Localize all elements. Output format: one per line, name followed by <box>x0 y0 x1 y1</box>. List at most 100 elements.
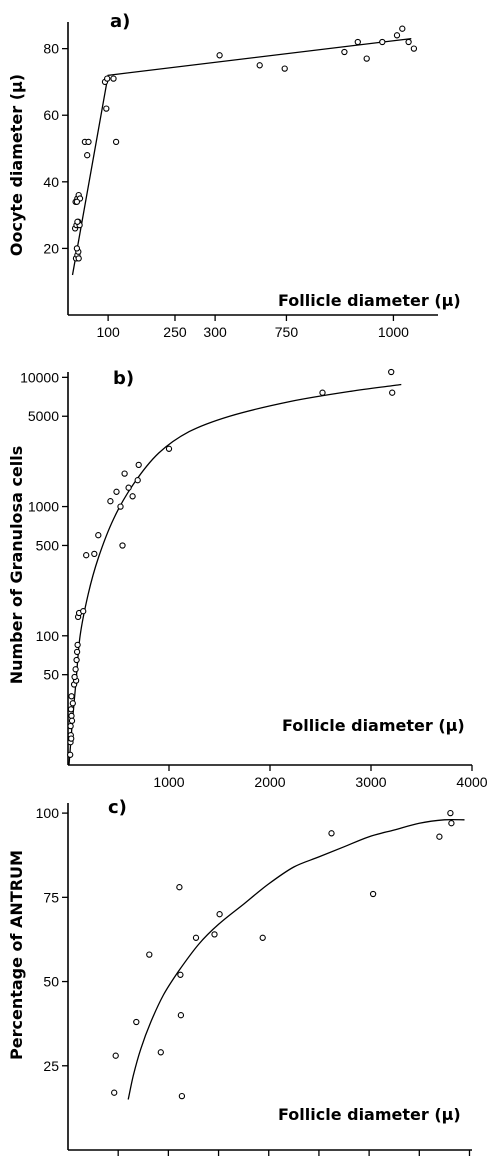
data-point <box>177 1012 185 1019</box>
data-point <box>91 550 98 558</box>
panel-a-x-axis-title: Follicle diameter (μ) <box>278 291 461 310</box>
data-point <box>73 245 81 252</box>
data-point <box>135 461 142 469</box>
data-point <box>117 503 124 510</box>
y-tick-label: 60 <box>43 107 59 123</box>
data-point <box>259 934 266 941</box>
data-point <box>447 809 454 817</box>
data-point <box>121 470 128 477</box>
x-tick-label: 4000 <box>456 774 487 790</box>
data-point <box>216 52 223 59</box>
data-point <box>354 38 361 46</box>
data-point <box>192 934 200 941</box>
data-point <box>119 542 126 549</box>
data-point <box>405 38 412 46</box>
x-tick-label: 750 <box>275 324 299 340</box>
panel-c: c) Percentage of ANTRUM Follicle diamete… <box>7 797 472 1156</box>
y-tick-label: 10000 <box>20 369 59 385</box>
data-point <box>281 65 288 72</box>
y-tick-label: 5000 <box>28 408 59 424</box>
data-point <box>112 138 120 146</box>
data-point <box>110 75 117 82</box>
panel-a-plot: 20 40 60 80 100 250 300 750 1000 <box>43 22 438 340</box>
data-point <box>176 884 183 891</box>
x-tick-label: 250 <box>163 324 187 340</box>
data-point <box>83 552 90 559</box>
x-tick-label: 1000 <box>153 774 184 790</box>
data-point <box>74 641 81 649</box>
fit-curve <box>127 818 465 1100</box>
x-tick-label: 3000 <box>355 774 386 790</box>
data-point <box>216 911 223 918</box>
panel-b-x-axis-title: Follicle diameter (μ) <box>282 716 465 735</box>
data-point <box>389 389 396 396</box>
panel-c-plot: 25507510026241264710141391249639156141 <box>36 803 472 1156</box>
data-point <box>134 477 141 484</box>
data-point <box>80 608 87 615</box>
panel-b-y-axis-title: Number of Granulosa cells <box>7 446 26 685</box>
x-tick-label: 300 <box>203 324 227 340</box>
y-tick-label: 1000 <box>28 499 59 515</box>
y-tick-label: 50 <box>43 667 59 683</box>
fit-curve <box>68 383 402 766</box>
data-point <box>104 75 111 82</box>
data-point <box>393 32 401 39</box>
x-tick-label: 1000 <box>378 324 409 340</box>
data-point <box>157 1049 164 1056</box>
data-point <box>125 484 132 491</box>
y-tick-label: 20 <box>43 240 59 256</box>
data-point <box>211 931 218 938</box>
panel-b-plot: 50 100 500 1000 5000 10000 1000 2000 3000 4000 <box>20 368 488 790</box>
panel-b-label: b) <box>113 368 134 389</box>
panel-c-x-axis-title: Follicle diameter (μ) <box>278 1105 461 1124</box>
data-point <box>146 951 153 958</box>
data-point <box>69 700 76 707</box>
data-point <box>165 445 173 452</box>
y-tick-label: 25 <box>43 1058 59 1074</box>
fit-line <box>71 37 412 276</box>
data-point <box>177 971 184 978</box>
x-tick-label: 100 <box>96 324 120 340</box>
data-point <box>74 218 81 225</box>
data-point <box>448 820 455 827</box>
y-tick-label: 500 <box>36 537 60 553</box>
data-point <box>75 255 82 262</box>
data-point <box>111 1089 118 1096</box>
data-point <box>436 833 443 840</box>
y-tick-label: 100 <box>36 805 60 821</box>
data-point <box>410 45 418 52</box>
panel-c-y-axis-title: Percentage of ANTRUM <box>7 850 26 1060</box>
panel-a-label: a) <box>110 11 130 32</box>
y-tick-label: 50 <box>43 974 59 990</box>
panel-c-label: c) <box>108 797 127 818</box>
data-point <box>341 48 348 56</box>
data-point <box>133 1018 140 1026</box>
data-point <box>399 25 406 32</box>
data-point <box>113 488 120 495</box>
data-point <box>328 830 335 837</box>
y-tick-label: 40 <box>43 174 59 190</box>
data-point <box>73 656 80 664</box>
data-point <box>178 1092 186 1100</box>
data-point <box>363 55 370 62</box>
data-point <box>112 1052 119 1059</box>
data-point <box>68 693 75 700</box>
y-tick-label: 100 <box>36 628 60 644</box>
x-tick-label: 2000 <box>254 774 285 790</box>
data-point <box>379 38 386 46</box>
data-point <box>107 498 114 505</box>
panel-a-y-axis-title: Oocyte diameter (μ) <box>7 74 26 256</box>
data-point <box>67 751 74 758</box>
panel-a: a) Oocyte diameter (μ) Follicle diameter… <box>7 11 461 340</box>
data-point <box>103 105 110 112</box>
data-point <box>68 735 75 742</box>
y-tick-label: 75 <box>43 889 59 905</box>
panel-b: b) Number of Granulosa cells Follicle di… <box>7 368 488 790</box>
data-point <box>369 890 377 898</box>
data-point <box>67 722 74 730</box>
data-point <box>388 368 395 376</box>
data-point <box>319 389 326 396</box>
data-point <box>67 706 75 713</box>
y-tick-label: 80 <box>43 41 59 57</box>
data-point <box>84 152 91 159</box>
